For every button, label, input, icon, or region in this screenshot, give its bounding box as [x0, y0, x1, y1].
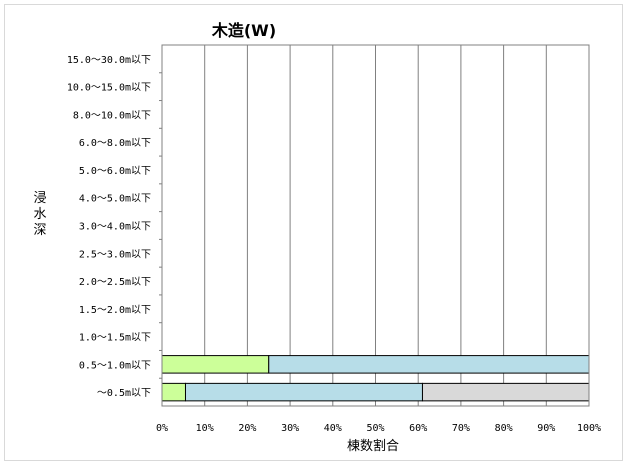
bar-segment: [421, 382, 590, 402]
x-tick-label: 80%: [495, 423, 513, 434]
bar-segment: [161, 355, 270, 374]
x-tick-label: 30%: [281, 423, 299, 434]
y-tick-label: 0.5～1.0m以下: [79, 360, 151, 371]
y-tick-label: 5.0～6.0m以下: [79, 166, 151, 177]
x-tick-label: 50%: [366, 423, 384, 434]
y-tick-label: 10.0～15.0m以下: [67, 83, 151, 94]
y-tick-label: 6.0～8.0m以下: [79, 138, 151, 149]
x-tick-label: 40%: [324, 423, 342, 434]
y-tick-label: 2.0～2.5m以下: [79, 277, 151, 288]
y-tick-label: 2.5～3.0m以下: [79, 249, 151, 260]
x-tick-label: 100%: [577, 423, 601, 434]
bar-segment: [268, 355, 590, 374]
y-tick-label: 1.0～1.5m以下: [79, 333, 151, 344]
y-axis-label: 浸水深: [33, 191, 46, 238]
x-tick-label: 60%: [409, 423, 427, 434]
x-tick-labels: 0% 10% 20% 30% 40% 50% 60% 70% 80% 90% 100%: [156, 423, 601, 434]
y-tick-label: 8.0～10.0m以下: [73, 110, 151, 121]
x-tick-label: 0%: [156, 423, 168, 434]
y-tick-label: 3.0～4.0m以下: [79, 222, 151, 233]
x-tick-label: 20%: [238, 423, 256, 434]
grid-lines: [204, 45, 547, 406]
chart-title: 木造(W): [211, 21, 276, 40]
y-tick-label: 15.0～30.0m以下: [67, 55, 151, 66]
x-tick-label: 10%: [196, 423, 214, 434]
y-tick-label: 1.5～2.0m以下: [79, 305, 151, 316]
x-axis-label: 棟数割合: [347, 438, 399, 454]
y-tick-labels: 15.0～30.0m以下 10.0～15.0m以下 8.0～10.0m以下 6.0～8…: [67, 55, 162, 399]
x-tick-label: 90%: [537, 423, 555, 434]
x-tick-label: 70%: [452, 423, 470, 434]
y-tick-label: 4.0～5.0m以下: [79, 194, 151, 205]
bar-segment: [184, 382, 423, 402]
y-tick-label: ～0.5m以下: [97, 388, 151, 399]
bars: [161, 355, 590, 402]
plot-area-border: [161, 44, 590, 407]
bar-segment: [161, 382, 186, 402]
